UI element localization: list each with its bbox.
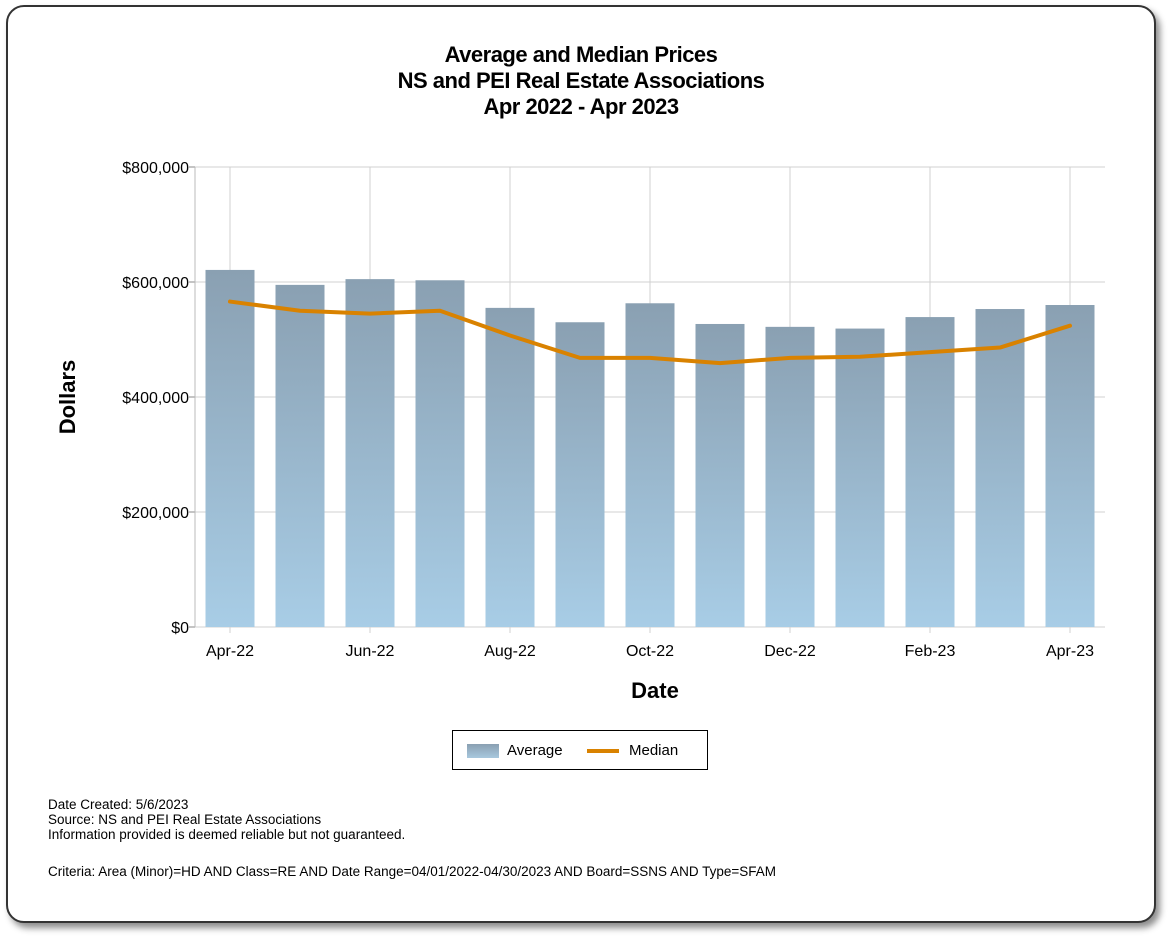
average-bar [695, 323, 745, 627]
average-bar [345, 279, 395, 627]
y-tick-label: $600,000 [122, 275, 189, 292]
x-tick-label: Dec-22 [764, 643, 816, 660]
chart-legend: Average Median [452, 730, 708, 770]
average-bar [415, 280, 465, 627]
price-chart: $0 $200,000 $400,000 $600,000 $800,000 Apr-22… [55, 160, 1105, 703]
x-tick-label: Apr-23 [1046, 643, 1094, 660]
average-bar [1045, 305, 1095, 627]
legend-average-swatch [467, 744, 499, 758]
x-tick-label: Jun-22 [346, 643, 395, 660]
y-tick-label: $800,000 [122, 160, 189, 177]
average-bar [765, 326, 815, 627]
footer-source: Source: NS and PEI Real Estate Associati… [48, 812, 322, 827]
x-tick-label: Oct-22 [626, 643, 674, 660]
average-bar [485, 307, 535, 627]
legend-median-label: Median [629, 742, 679, 759]
average-bar [205, 269, 255, 627]
x-tick-label: Aug-22 [484, 643, 536, 660]
y-axis-title: Dollars [55, 360, 80, 435]
y-tick-label: $400,000 [122, 390, 189, 407]
y-tick-label: $200,000 [122, 505, 189, 522]
median-line [228, 299, 1072, 366]
x-tick-label: Feb-23 [905, 643, 956, 660]
average-bar [905, 317, 955, 627]
y-tick-label: $0 [171, 620, 189, 637]
chart-date-range: Apr 2022 - Apr 2023 [483, 94, 679, 119]
legend-average-label: Average [507, 742, 563, 759]
chart-subtitle: NS and PEI Real Estate Associations [397, 68, 765, 93]
footer-disclaimer: Information provided is deemed reliable … [48, 827, 406, 842]
average-bar [555, 322, 605, 627]
footer-date-created: Date Created: 5/6/2023 [48, 797, 189, 812]
chart-title: Average and Median Prices [444, 42, 718, 67]
x-tick-label: Apr-22 [206, 643, 254, 660]
average-bar [275, 284, 325, 627]
average-bar [835, 328, 885, 627]
x-axis-title: Date [631, 678, 679, 703]
legend-median-swatch [587, 749, 619, 753]
average-bar [625, 303, 675, 627]
average-bar [975, 309, 1025, 627]
footer-criteria: Criteria: Area (Minor)=HD AND Class=RE A… [48, 864, 776, 879]
